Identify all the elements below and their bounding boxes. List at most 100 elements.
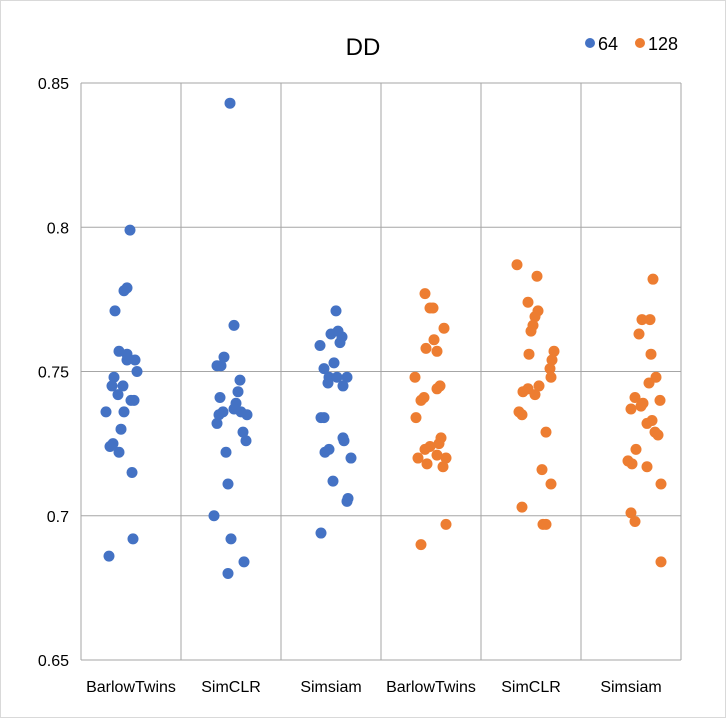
data-point-64	[319, 446, 331, 458]
data-point-128	[641, 461, 653, 473]
data-point-128	[415, 394, 427, 406]
data-point-128	[412, 452, 424, 464]
data-point-128	[516, 409, 528, 421]
data-point-128	[419, 443, 431, 455]
data-point-128	[626, 458, 638, 470]
data-point-128	[635, 400, 647, 412]
data-point-64	[104, 441, 116, 453]
x-tick-label: Simsiam	[600, 679, 661, 696]
data-point-64	[341, 495, 353, 507]
chart-title: DD	[346, 34, 381, 61]
gridlines	[80, 82, 682, 661]
data-point-64	[220, 446, 232, 458]
data-point-64	[232, 386, 244, 398]
data-point-64	[211, 417, 223, 429]
y-tick-label: 0.85	[38, 76, 69, 93]
data-point-128	[546, 354, 558, 366]
data-point-64	[328, 357, 340, 369]
data-point-64	[327, 475, 339, 487]
data-point-64	[225, 533, 237, 545]
data-point-64	[238, 556, 250, 568]
data-point-128	[654, 394, 666, 406]
data-point-128	[636, 314, 648, 326]
data-point-64	[100, 406, 112, 418]
data-point-128	[415, 539, 427, 551]
y-axis-tick-labels: 0.65 0.7 0.75 0.8 0.85	[38, 76, 69, 670]
data-point-64	[109, 305, 121, 317]
data-point-128	[419, 288, 431, 300]
data-point-128	[420, 342, 432, 354]
data-point-64	[345, 452, 357, 464]
data-point-64	[315, 527, 327, 539]
data-point-128	[544, 363, 556, 375]
legend-marker-128	[635, 38, 645, 48]
data-point-64	[213, 409, 225, 421]
data-point-128	[431, 449, 443, 461]
data-point-64	[108, 371, 120, 383]
data-point-128	[625, 507, 637, 519]
data-point-128	[433, 438, 445, 450]
data-point-128	[643, 377, 655, 389]
data-point-128	[545, 478, 557, 490]
data-point-64	[240, 435, 252, 447]
data-point-128	[428, 334, 440, 346]
data-point-64	[106, 380, 118, 392]
legend-label-64: 64	[598, 34, 618, 54]
data-point-64	[118, 285, 130, 297]
data-point-128	[438, 322, 450, 334]
data-point-64	[222, 478, 234, 490]
data-point-64	[322, 377, 334, 389]
data-point-128	[529, 389, 541, 401]
data-point-64	[125, 394, 137, 406]
data-point-128	[437, 461, 449, 473]
data-point-64	[234, 374, 246, 386]
data-point-128	[529, 311, 541, 323]
data-points	[100, 97, 667, 579]
data-point-128	[540, 518, 552, 530]
data-point-128	[440, 452, 452, 464]
data-point-64	[129, 354, 141, 366]
data-point-128	[548, 345, 560, 357]
data-point-128	[431, 345, 443, 357]
y-tick-label: 0.7	[47, 509, 69, 526]
data-point-64	[334, 337, 346, 349]
data-point-64	[121, 354, 133, 366]
y-tick-label: 0.65	[38, 653, 69, 670]
data-point-128	[533, 380, 545, 392]
x-tick-label: SimCLR	[501, 679, 561, 696]
data-point-128	[545, 371, 557, 383]
data-point-128	[409, 371, 421, 383]
data-point-64	[117, 380, 129, 392]
data-point-128	[655, 478, 667, 490]
data-point-128	[531, 270, 543, 282]
data-point-128	[431, 383, 443, 395]
data-point-128	[655, 556, 667, 568]
data-point-128	[536, 464, 548, 476]
data-point-128	[517, 386, 529, 398]
data-point-64	[337, 380, 349, 392]
data-point-64	[330, 305, 342, 317]
x-tick-label: BarlowTwins	[86, 679, 176, 696]
data-point-64	[126, 466, 138, 478]
data-point-128	[427, 302, 439, 314]
data-point-64	[314, 340, 326, 352]
data-point-64	[127, 533, 139, 545]
data-point-64	[208, 510, 220, 522]
data-point-64	[224, 97, 236, 109]
data-point-64	[214, 391, 226, 403]
data-point-128	[523, 348, 535, 360]
data-point-128	[644, 314, 656, 326]
data-point-128	[645, 348, 657, 360]
data-point-64	[113, 446, 125, 458]
data-point-128	[522, 296, 534, 308]
y-tick-label: 0.8	[47, 220, 69, 237]
data-point-64	[112, 389, 124, 401]
data-point-64	[131, 366, 143, 377]
data-point-64	[331, 371, 343, 383]
data-point-128	[525, 325, 537, 337]
data-point-128	[421, 458, 433, 470]
y-tick-label: 0.75	[38, 365, 69, 382]
data-point-64	[211, 360, 223, 372]
